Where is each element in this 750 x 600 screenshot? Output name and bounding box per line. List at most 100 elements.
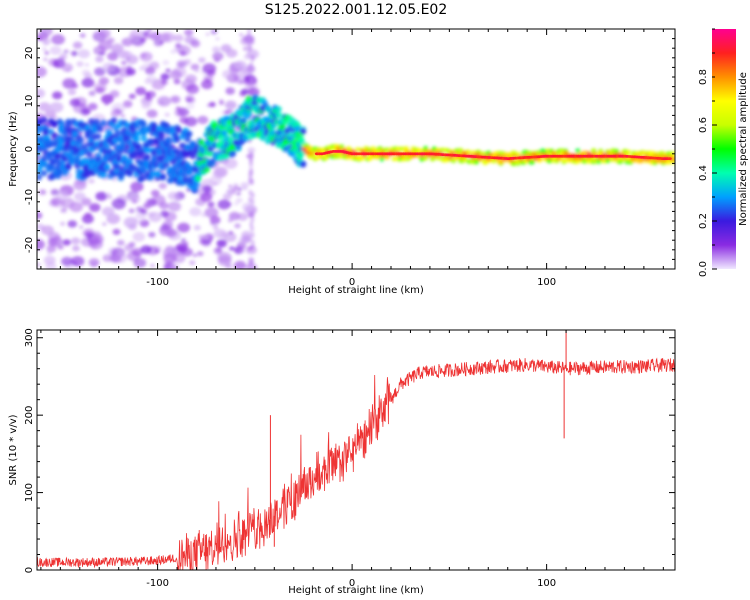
heatmap-y-ticks: -20 -10 0 10 20	[24, 28, 675, 270]
heatmap-cell	[50, 197, 62, 206]
heatmap-cell	[239, 67, 249, 75]
colorbar-bar	[712, 29, 736, 269]
heatmap-cell	[165, 136, 172, 144]
heatmap-cell	[221, 121, 228, 128]
heatmap-cell	[250, 216, 255, 223]
heatmap-cell	[179, 50, 187, 56]
heatmap-cell	[109, 90, 120, 98]
heatmap-cell	[228, 184, 233, 188]
heatmap-cell	[49, 102, 64, 113]
heatmap-cell	[250, 38, 255, 45]
heatmap-cell	[173, 78, 181, 85]
heatmap-cell	[241, 230, 252, 240]
heatmap-cell	[213, 223, 218, 227]
heatmap-cell	[153, 39, 164, 47]
heatmap-cell	[71, 83, 79, 89]
heatmap-cell	[130, 181, 144, 192]
heatmap-cell	[243, 53, 252, 60]
heatmap-cell	[167, 191, 179, 200]
heatmap-cell	[84, 63, 89, 67]
heatmap-cell	[138, 66, 145, 71]
heatmap-cell	[158, 182, 167, 190]
heatmap-cell	[177, 222, 191, 233]
figure-title: S125.2022.001.12.05.E02	[265, 2, 448, 18]
heatmap-cell	[74, 192, 86, 202]
heatmap-cell	[149, 170, 156, 177]
heatmap-cell	[249, 123, 256, 130]
heatmap-cell	[133, 258, 147, 268]
heatmap-cell	[250, 55, 255, 62]
heatmap-cell	[339, 144, 345, 149]
heatmap-cell	[242, 133, 249, 140]
heatmap-cell	[165, 68, 171, 73]
heatmap-cell	[42, 47, 47, 51]
heatmap-cell	[81, 157, 88, 164]
heatmap-cell	[105, 192, 111, 197]
heatmap-cell	[247, 29, 252, 34]
snr-plot-area	[37, 330, 675, 570]
heatmap-cell	[197, 115, 209, 125]
heatmap-cell	[147, 138, 154, 145]
heatmap-cell	[54, 152, 62, 160]
heatmap-cell	[173, 34, 184, 42]
heatmap-cell	[150, 263, 155, 268]
heatmap-cell	[49, 236, 63, 247]
heatmap-cell	[137, 150, 144, 157]
heatmap-cell	[223, 158, 238, 169]
heatmap-cell	[177, 61, 186, 68]
heatmap-cell	[235, 197, 243, 203]
heatmap-cell	[125, 68, 136, 76]
heatmap-cell	[65, 163, 72, 170]
heatmap-cell	[120, 114, 126, 118]
heatmap-cell	[473, 160, 479, 165]
heatmap-cell	[164, 112, 170, 117]
heatmap-cell	[101, 206, 115, 217]
heatmap-cell	[248, 174, 253, 181]
heatmap-cell	[128, 34, 138, 42]
heatmap-cell	[205, 32, 210, 36]
heatmap-cell	[75, 142, 83, 149]
snr-x-ticks: -100 0 100	[40, 330, 664, 589]
heatmap-cell	[218, 101, 225, 105]
heatmap-cell	[185, 74, 197, 84]
heatmap-cell	[133, 135, 140, 143]
heatmap-cell	[147, 29, 152, 32]
heatmap-cell	[42, 30, 48, 34]
tick-label: -100	[146, 277, 169, 288]
heatmap-cell	[40, 170, 48, 177]
heatmap-cell	[117, 50, 129, 59]
heatmap-cell	[156, 149, 163, 157]
heatmap-cell	[248, 151, 253, 157]
heatmap-cell	[240, 182, 249, 189]
heatmap-cell	[199, 238, 207, 245]
heatmap-cell	[194, 175, 202, 182]
heatmap-cell	[54, 147, 62, 154]
heatmap-cell	[37, 223, 45, 231]
heatmap-cell	[238, 79, 244, 84]
heatmap-cell	[174, 108, 186, 117]
heatmap-cell	[152, 161, 160, 168]
heatmap-cell	[184, 116, 198, 127]
heatmap-cell	[37, 239, 45, 250]
heatmap-cell	[184, 136, 191, 143]
heatmap-cell	[37, 150, 41, 157]
heatmap-cell	[190, 39, 201, 48]
heatmap-cell	[229, 150, 237, 157]
heatmap-cell	[119, 170, 127, 177]
heatmap-cell	[217, 199, 231, 210]
heatmap-cell	[194, 69, 199, 73]
heatmap-cell	[85, 231, 93, 238]
heatmap-cell	[232, 185, 240, 191]
heatmap-cell	[94, 67, 106, 76]
heatmap-cell	[249, 210, 254, 217]
heatmap-cell	[275, 106, 282, 113]
heatmap-cell	[140, 245, 152, 254]
tick-label: -100	[146, 578, 169, 589]
heatmap-cell	[236, 191, 241, 196]
heatmap-cell	[107, 52, 119, 61]
heatmap-cell	[37, 174, 42, 181]
heatmap-cell	[67, 88, 77, 96]
tick-label: 0	[349, 277, 355, 288]
tick-label: 100	[24, 483, 35, 502]
heatmap-cell	[175, 43, 182, 48]
